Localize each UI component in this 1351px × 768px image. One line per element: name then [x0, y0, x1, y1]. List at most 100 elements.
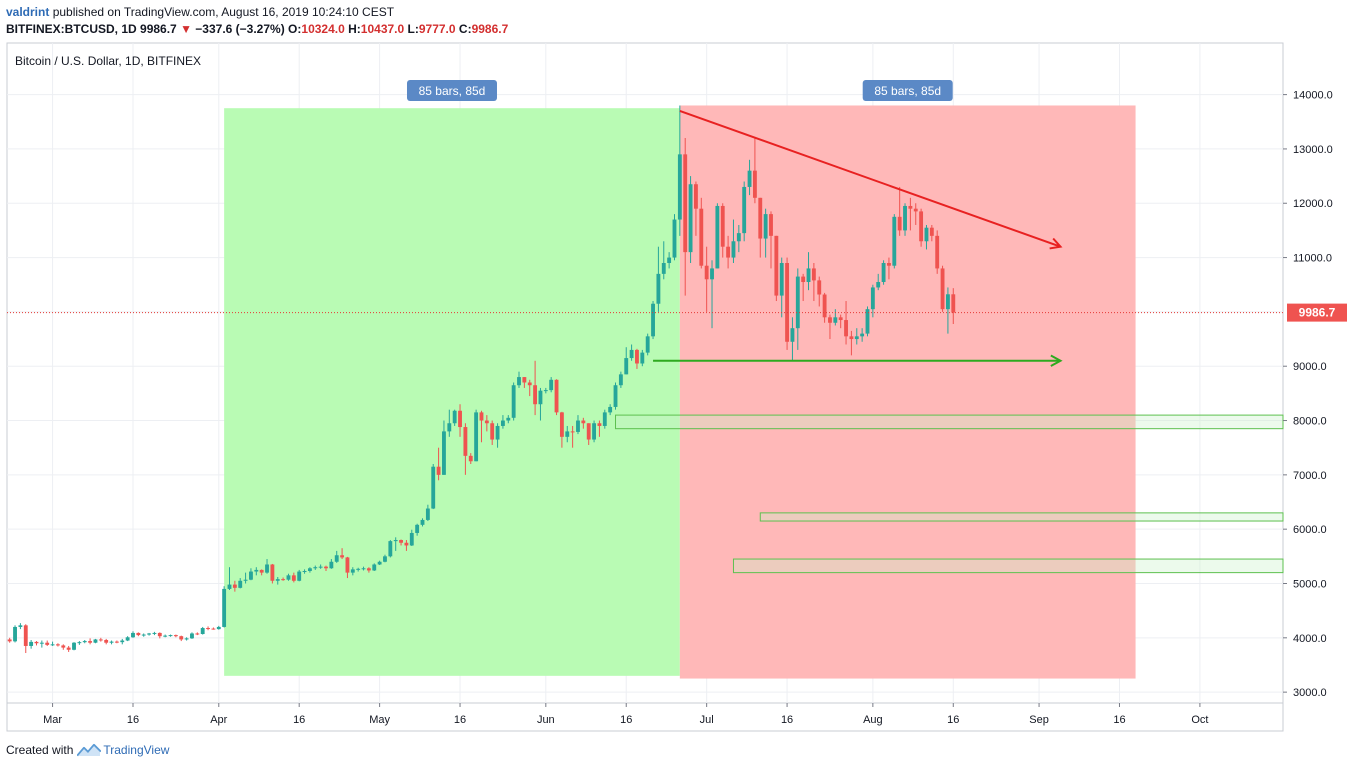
- candle-body: [913, 208, 918, 212]
- candle-body: [458, 410, 462, 428]
- candle-body: [350, 569, 355, 573]
- candle-body: [672, 219, 677, 258]
- candle-body: [50, 644, 55, 646]
- candle-body: [77, 642, 82, 644]
- candle-body: [726, 246, 731, 258]
- candle-body: [881, 263, 886, 283]
- candle-body: [661, 263, 666, 274]
- author-name[interactable]: valdrint: [6, 5, 50, 19]
- candle-body: [945, 294, 950, 310]
- candle-body: [377, 561, 382, 565]
- ohlc-line: BITFINEX:BTCUSD, 1D 9986.7 ▼ −337.6 (−3.…: [6, 22, 508, 36]
- candle-body: [200, 628, 205, 635]
- candle-body: [141, 634, 146, 636]
- candle-body: [29, 641, 34, 646]
- candle-body: [340, 555, 345, 558]
- candle-body: [903, 205, 907, 231]
- price-tick-label: 12000.0: [1293, 198, 1333, 210]
- candle-body: [533, 385, 538, 405]
- candle-body: [82, 641, 87, 643]
- support-zone: [759, 512, 1284, 522]
- candle-body: [897, 216, 902, 231]
- candle-body: [431, 466, 436, 509]
- candle-body: [238, 580, 243, 588]
- candle-body: [865, 309, 870, 334]
- candle-body: [259, 569, 264, 573]
- candle-body: [543, 390, 548, 392]
- candle-body: [372, 564, 377, 571]
- candle-body: [152, 632, 157, 634]
- candle-body: [581, 420, 586, 424]
- range-badge-label: 85 bars, 85d: [874, 84, 941, 98]
- candle-body: [710, 268, 714, 280]
- candle-body: [179, 636, 184, 640]
- candle-body: [694, 184, 698, 209]
- range-badge-label: 85 bars, 85d: [419, 84, 486, 98]
- candle-body: [447, 423, 452, 432]
- candle-body: [779, 263, 784, 296]
- candle-body: [442, 431, 446, 475]
- candle-body: [763, 214, 768, 239]
- candle-body: [286, 575, 291, 580]
- descending-trendline-arrow: [679, 109, 1061, 248]
- last-price-tag-label: 9986.7: [1299, 306, 1336, 320]
- last-price-tag: [1287, 303, 1347, 322]
- candle-body: [935, 235, 940, 269]
- candle-body: [114, 641, 119, 643]
- price-tick-label: 11000.0: [1293, 253, 1332, 265]
- candle-body: [302, 571, 307, 572]
- candle-body: [265, 564, 269, 573]
- descending-trendline-arrow-head: [1049, 237, 1063, 250]
- candle-body: [249, 571, 253, 580]
- candle-body: [785, 263, 790, 342]
- published-text: published on TradingView.com, August 16,…: [52, 5, 395, 19]
- close-label: C:: [458, 22, 472, 36]
- candle-body: [479, 412, 484, 421]
- candle-body: [704, 265, 709, 280]
- tradingview-brand[interactable]: TradingView: [103, 743, 170, 757]
- candle-body: [602, 412, 607, 426]
- candle-body: [597, 423, 602, 426]
- time-tick-label: 16: [781, 714, 793, 726]
- candle-body: [361, 568, 366, 570]
- open-label: O:: [288, 22, 302, 36]
- candle-body: [393, 540, 398, 542]
- candle-body: [136, 632, 141, 636]
- candle-body: [752, 170, 757, 198]
- candle-body: [849, 336, 854, 340]
- symbol-label: BITFINEX:BTCUSD, 1D: [6, 22, 137, 36]
- date-range-red: [679, 105, 1136, 679]
- candle-body: [409, 532, 414, 546]
- candle-body: [463, 427, 468, 456]
- candle-body: [527, 382, 532, 386]
- candle-body: [270, 564, 275, 581]
- candle-body: [522, 377, 527, 383]
- time-tick-label: Jun: [537, 714, 555, 726]
- candle-body: [39, 642, 44, 644]
- candle-body: [45, 642, 50, 645]
- candle-body: [495, 425, 500, 440]
- candle-body: [549, 379, 554, 391]
- candle-body: [811, 268, 816, 281]
- candle-body: [254, 569, 259, 572]
- candle-body: [683, 154, 688, 253]
- price-tick-label: 6000.0: [1293, 524, 1327, 536]
- candle-body: [34, 641, 39, 644]
- candle-body: [715, 205, 720, 269]
- candle-body: [195, 633, 200, 635]
- time-tick-label: Sep: [1029, 714, 1049, 726]
- candle-body: [736, 233, 741, 242]
- candle-body: [506, 417, 511, 421]
- candle-body: [420, 519, 425, 525]
- low-value: 9777.0: [418, 22, 456, 36]
- candle-body: [468, 455, 473, 462]
- candle-body: [23, 625, 28, 646]
- candle-body: [613, 385, 618, 407]
- candle-body: [307, 568, 312, 571]
- price-tick-label: 13000.0: [1293, 144, 1333, 156]
- tradingview-logo-icon: [77, 743, 102, 757]
- candle-body: [500, 420, 505, 426]
- candle-body: [7, 639, 12, 642]
- candle-body: [538, 390, 543, 405]
